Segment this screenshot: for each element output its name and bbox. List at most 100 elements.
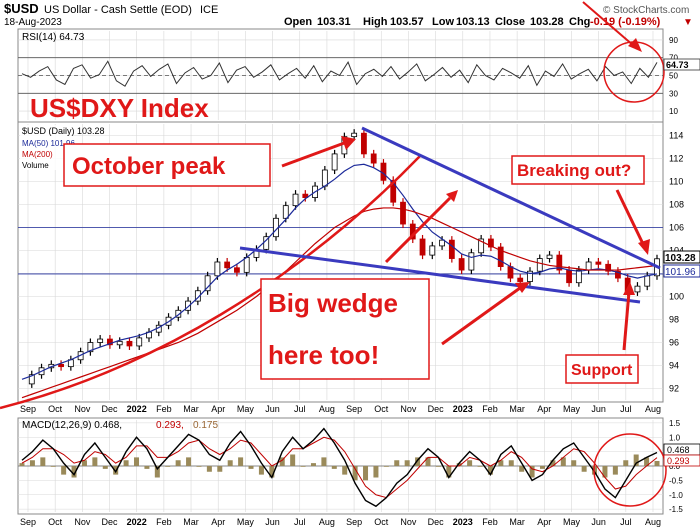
price-candle (595, 261, 602, 265)
price-x-tick: Sep (20, 404, 36, 414)
macd-histogram-bar (352, 466, 358, 481)
macd-histogram-bar (154, 466, 160, 478)
macd-x-tick: Mar (509, 517, 525, 527)
october-peak-arrowhead (341, 136, 356, 150)
macd-histogram-bar (383, 466, 389, 467)
macd-legend-hist: 0.175 (193, 420, 218, 431)
breaking-out-arrowhead (638, 239, 650, 255)
price-candle (517, 277, 524, 282)
price-candle (439, 239, 445, 247)
price-candle (185, 300, 191, 311)
price-candle (28, 374, 35, 385)
macd-legend: MACD(12,26,9) 0.468, 0.293, 0.175 (22, 420, 218, 431)
rsi-legend: RSI(14) 64.73 (22, 32, 85, 43)
price-candle (321, 169, 328, 187)
macd-x-tick: Dec (428, 517, 445, 527)
price-candle (507, 266, 514, 279)
macd-histogram-bar (425, 457, 431, 466)
price-candle (400, 201, 406, 225)
price-candle (605, 263, 612, 272)
macd-histogram-bar (456, 463, 462, 466)
price-candle (536, 258, 543, 272)
rsi-y-tick: 70 (669, 54, 678, 63)
macd-histogram-bar (19, 463, 25, 466)
macd-histogram-bar (71, 466, 77, 478)
price-candle (448, 239, 455, 259)
price-x-tick: Jul (294, 404, 306, 414)
price-candle (107, 338, 113, 346)
macd-histogram-bar (373, 466, 379, 478)
price-candle (458, 258, 465, 271)
price-x-tick: Feb (482, 404, 498, 414)
macd-x-tick: 2022 (127, 517, 147, 527)
price-x-tick: Jun (591, 404, 606, 414)
macd-histogram-bar (446, 466, 452, 478)
macd-x-tick: Oct (48, 517, 63, 527)
price-x-tick: Oct (48, 404, 63, 414)
price-candle (282, 205, 289, 219)
macd-histogram-bar (81, 460, 87, 466)
price-candle (527, 270, 533, 282)
price-candle (58, 363, 64, 368)
open-label: Open (284, 16, 312, 28)
macd-histogram-bar (196, 466, 202, 467)
macd-histogram-bar (529, 466, 535, 478)
price-legend-ma50: MA(50) 101.96 (22, 139, 75, 148)
price-candle (97, 338, 104, 343)
wedge-lower-line (239, 246, 641, 304)
macd-histogram-bar (248, 466, 254, 469)
rsi-y-tick: 50 (669, 72, 678, 81)
price-x-tick: Aug (319, 404, 335, 414)
macd-histogram-bar (269, 466, 275, 478)
price-x-tick: Mar (509, 404, 525, 414)
rsi-arrow (582, 1, 635, 47)
macd-histogram-bar (623, 460, 629, 466)
october-peak-text: October peak (72, 153, 226, 180)
price-legend-usd: $USD (Daily) 103.28 (22, 126, 105, 136)
open-value: 103.31 (317, 16, 351, 28)
price-candle (634, 285, 641, 293)
price-x-tick: Nov (74, 404, 91, 414)
macd-histogram-bar (612, 466, 618, 475)
macd-histogram-bar (92, 457, 98, 466)
price-y-tick: 98 (669, 315, 679, 325)
price-candle (556, 254, 563, 271)
low-value: 103.13 (456, 16, 490, 28)
price-x-tick: Jul (620, 404, 632, 414)
breaking-out-arrow (615, 189, 646, 247)
macd-highlight-circle (593, 433, 667, 507)
macd-histogram-bar (258, 466, 264, 475)
macd-x-tick: May (563, 517, 581, 527)
macd-histogram-bar (206, 466, 212, 472)
price-candle (488, 238, 494, 248)
big-wedge-arrow-up (384, 196, 452, 264)
price-candle (644, 275, 651, 287)
macd-histogram-bar (654, 460, 660, 466)
macd-histogram-bar (227, 460, 233, 466)
macd-histogram-bar (321, 457, 327, 466)
macd-histogram-bar (539, 466, 545, 469)
price-candle (87, 342, 94, 353)
macd-x-tick: Jun (265, 517, 280, 527)
price-x-tick: Apr (211, 404, 225, 414)
macd-x-tick: Sep (20, 517, 36, 527)
price-candle (243, 256, 250, 273)
macd-x-tick: Jul (620, 517, 632, 527)
macd-x-tick: Mar (183, 517, 199, 527)
macd-histogram-bar (134, 457, 140, 466)
price-candle (419, 238, 426, 256)
macd-histogram-bar (50, 466, 56, 467)
rsi-arrowhead (628, 38, 642, 52)
macd-x-tick: 2023 (453, 517, 473, 527)
close-label: Close (495, 16, 525, 28)
price-x-tick: Apr (537, 404, 551, 414)
price-x-tick: Dec (102, 404, 119, 414)
macd-histogram-bar (175, 460, 181, 466)
chg-down-icon: ▼ (683, 17, 693, 28)
macd-x-tick: Jun (591, 517, 606, 527)
wedge-trendlines (239, 126, 661, 304)
price-legend-ma200: MA(200) (22, 150, 53, 159)
macd-histogram-bar (394, 460, 400, 466)
annotations: US$DXY Index October peak Breaking out? … (30, 1, 667, 507)
